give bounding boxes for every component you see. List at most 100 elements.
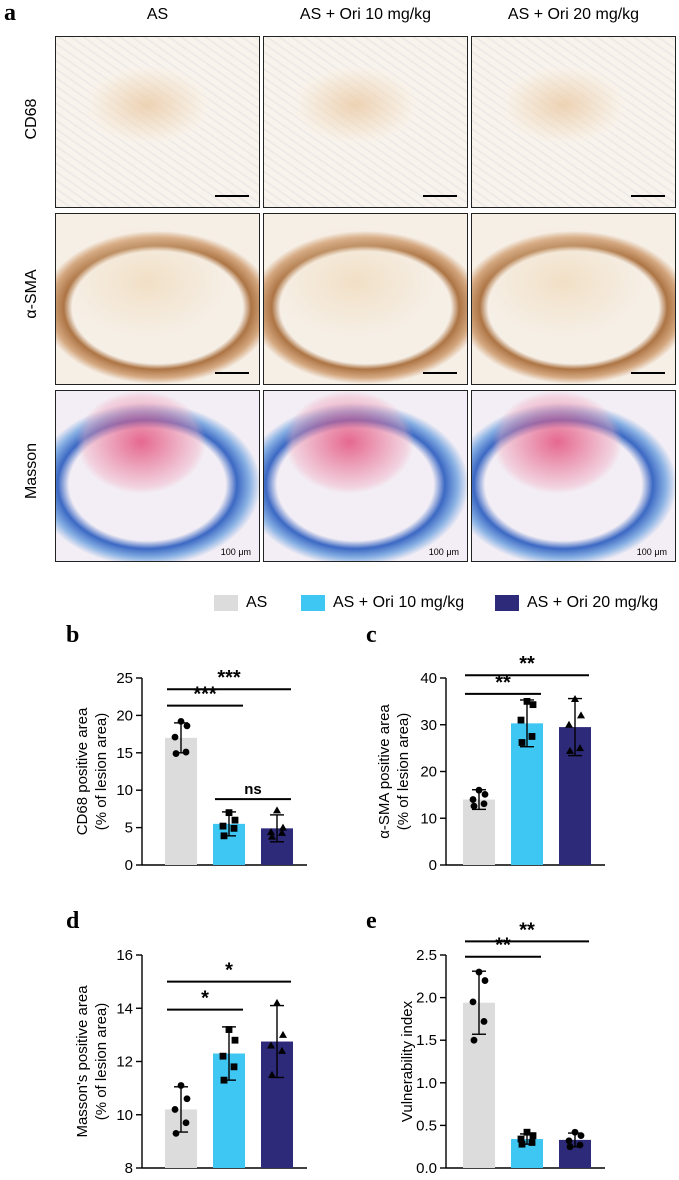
scale-bar-label: 100 μm	[220, 547, 251, 557]
data-point	[182, 1119, 190, 1127]
y-tick-label: 2.0	[416, 990, 437, 1007]
y-axis-label-line: Vulnerability index	[399, 1000, 416, 1122]
data-point	[273, 998, 281, 1006]
y-tick-label: 15	[116, 745, 133, 762]
data-point	[279, 823, 287, 831]
column-header-ori20: AS + Ori 20 mg/kg	[507, 6, 640, 23]
y-axis-label-line: (% of lesion area)	[93, 713, 110, 831]
y-tick-label: 25	[116, 670, 133, 687]
legend-swatch-as	[214, 595, 238, 611]
data-point	[183, 722, 191, 730]
y-axis-label-line: α-SMA positive area	[376, 704, 393, 839]
micrograph-masson-ori10: 100 μm	[263, 390, 468, 562]
y-tick-label: 1.5	[416, 1032, 437, 1049]
y-tick-label: 0	[125, 857, 133, 874]
bar	[463, 799, 495, 865]
data-point	[171, 733, 179, 741]
legend-swatch-ori10	[301, 595, 325, 611]
column-header-as: AS	[146, 6, 169, 23]
significance-label: ***	[217, 667, 241, 689]
data-point	[576, 1141, 584, 1149]
bar	[165, 737, 197, 865]
y-tick-label: 0.5	[416, 1117, 437, 1134]
scale-bar-label: 100 μm	[636, 547, 667, 557]
y-axis-label: α-SMA positive area (% of lesion area)	[376, 704, 412, 839]
data-point	[475, 786, 483, 794]
data-point	[528, 1139, 536, 1146]
y-tick-label: 14	[116, 1000, 133, 1017]
data-point	[470, 1036, 478, 1044]
panel-label-c: c	[366, 622, 377, 648]
data-point	[220, 832, 228, 840]
significance-label: **	[495, 935, 511, 957]
data-point	[566, 746, 574, 754]
data-point	[577, 711, 585, 719]
data-point	[480, 800, 488, 808]
significance-label: **	[519, 653, 535, 675]
legend-label-as: AS	[246, 594, 268, 611]
y-tick-label: 1.0	[416, 1075, 437, 1092]
data-point	[480, 1018, 488, 1025]
data-point	[230, 824, 238, 832]
data-point	[268, 1070, 276, 1078]
y-tick-label: 30	[420, 717, 437, 734]
data-point	[220, 1076, 228, 1084]
significance-label: ns	[244, 781, 262, 798]
data-point	[469, 998, 477, 1006]
data-point	[182, 748, 190, 756]
micrograph-masson-ori20: 100 μm	[471, 390, 676, 562]
data-point	[571, 695, 579, 703]
y-tick-label: 12	[116, 1054, 133, 1071]
y-axis-label: Vulnerability index	[399, 1000, 416, 1122]
y-tick-label: 8	[125, 1160, 133, 1177]
scale-bar	[631, 372, 665, 374]
scale-bar	[631, 195, 665, 197]
column-header-ori10: AS + Ori 10 mg/kg	[299, 6, 432, 23]
scale-bar	[215, 195, 249, 197]
data-point	[230, 1063, 238, 1071]
data-point	[470, 802, 478, 810]
data-point	[219, 822, 227, 830]
scale-bar	[215, 372, 249, 374]
micrograph-masson-as: 100 μm	[55, 390, 260, 562]
data-point	[273, 806, 281, 814]
micrograph-sma-ori10	[263, 213, 468, 385]
micrograph-cd68-ori20	[471, 36, 676, 208]
y-tick-label: 2.5	[416, 947, 437, 964]
data-point	[529, 701, 537, 709]
data-point	[481, 791, 489, 798]
legend-label-ori10: AS + Ori 10 mg/kg	[333, 594, 465, 611]
y-tick-label: 0	[429, 857, 437, 874]
significance-label: *	[225, 960, 233, 982]
y-tick-label: 10	[116, 1107, 133, 1124]
data-point	[279, 1030, 287, 1038]
data-point	[475, 968, 483, 976]
panel-label-d: d	[66, 908, 80, 934]
data-point	[177, 717, 185, 725]
significance-label: **	[519, 919, 535, 941]
data-point	[566, 1143, 574, 1151]
data-point	[231, 1036, 239, 1044]
data-point	[183, 1095, 191, 1103]
y-tick-label: 5	[125, 820, 133, 837]
data-point	[469, 796, 477, 803]
data-point	[529, 1132, 537, 1140]
data-point	[523, 697, 531, 705]
data-point	[576, 744, 584, 752]
panel-label-e: e	[366, 908, 377, 934]
y-tick-label: 16	[116, 947, 133, 964]
legend-swatch-ori20	[495, 595, 519, 611]
data-point	[517, 1135, 525, 1143]
data-point	[523, 1128, 531, 1136]
data-point	[171, 1106, 179, 1113]
data-point	[267, 828, 275, 836]
legend-label-ori20: AS + Ori 20 mg/kg	[527, 594, 659, 611]
significance-label: **	[495, 672, 511, 694]
micrograph-cd68-ori10	[263, 36, 468, 208]
y-tick-label: 20	[420, 764, 437, 781]
data-point	[177, 1082, 185, 1089]
data-point	[517, 716, 525, 724]
data-point	[231, 816, 239, 824]
legend: AS AS + Ori 10 mg/kg AS + Ori 20 mg/kg	[0, 592, 679, 616]
panel-label-b: b	[66, 622, 80, 648]
